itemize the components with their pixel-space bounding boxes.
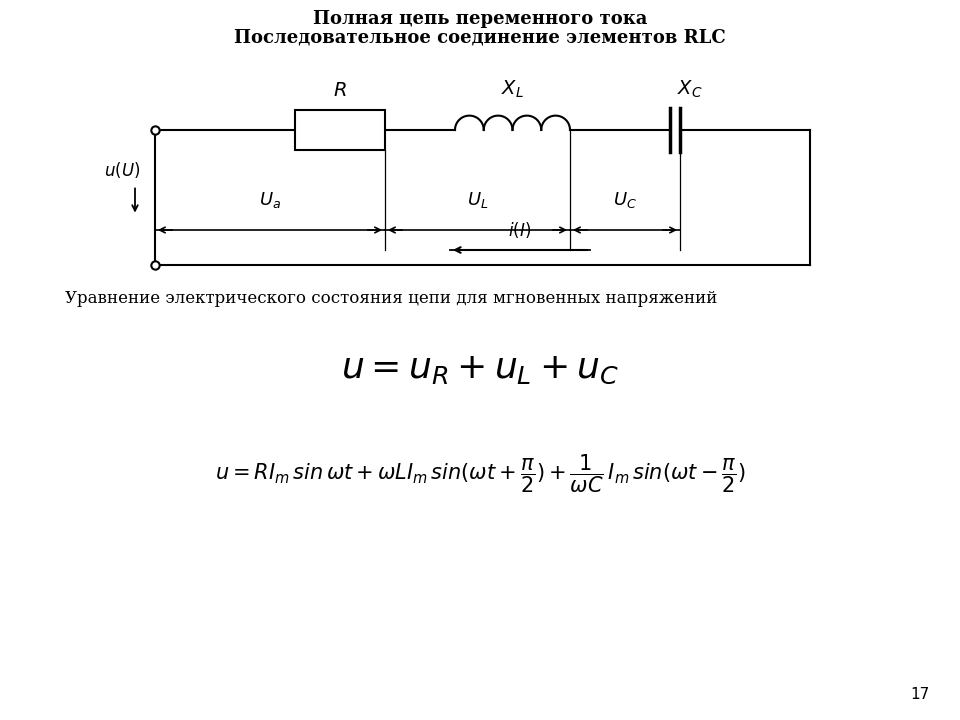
Text: Уравнение электрического состояния цепи для мгновенных напряжений: Уравнение электрического состояния цепи … — [65, 290, 717, 307]
Text: Полная цепь переменного тока: Полная цепь переменного тока — [313, 10, 647, 28]
Text: $R$: $R$ — [333, 81, 347, 100]
Bar — [295, 110, 385, 150]
Text: 17: 17 — [910, 687, 929, 702]
Text: $U_L$: $U_L$ — [467, 190, 489, 210]
Text: Последовательное соединение элементов RLC: Последовательное соединение элементов RL… — [234, 28, 726, 46]
Text: $U_C$: $U_C$ — [613, 190, 637, 210]
Text: $u(U)$: $u(U)$ — [104, 160, 140, 179]
Text: $u = RI_m\,sin\,\omega t + \omega LI_m\,sin(\omega t + \dfrac{\pi}{2}) + \dfrac{: $u = RI_m\,sin\,\omega t + \omega LI_m\,… — [215, 452, 745, 495]
Text: $U_a$: $U_a$ — [259, 190, 281, 210]
Text: $i(I)$: $i(I)$ — [509, 220, 532, 240]
Text: $X_C$: $X_C$ — [677, 78, 703, 100]
Text: $X_L$: $X_L$ — [501, 78, 524, 100]
Text: $u = u_R + u_L + u_C$: $u = u_R + u_L + u_C$ — [341, 352, 619, 386]
